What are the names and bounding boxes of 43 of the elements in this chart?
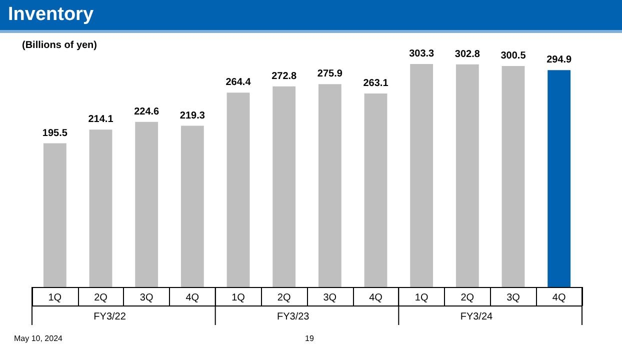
x-tick-label: 4Q — [369, 292, 383, 304]
text: FY3/24 — [460, 312, 494, 322]
data-label: 214.1 — [88, 114, 114, 126]
data-label: 303.3 — [409, 48, 435, 60]
bar — [226, 92, 250, 287]
data-label: 195.5 — [42, 128, 68, 139]
data-label: 219.3 — [180, 110, 206, 122]
x-tick-label: 3Q — [140, 292, 154, 304]
data-label: 264.4 — [226, 77, 252, 88]
x-tick-label: 3Q — [506, 292, 520, 304]
x-tick-label: 1Q — [48, 292, 62, 304]
bar — [502, 66, 525, 287]
bar — [272, 86, 296, 287]
x-tick-label: 2Q — [460, 292, 474, 304]
data-label: 300.5 — [500, 50, 526, 62]
text: FY3/23 — [277, 312, 310, 322]
text: May 10, 2024 — [14, 334, 62, 343]
data-label: 263.1 — [363, 78, 389, 90]
chart-title: Inventory — [8, 4, 94, 26]
x-tick-label: 1Q — [232, 292, 246, 304]
bar — [180, 126, 204, 287]
text: 19 — [305, 334, 314, 343]
data-label: 224.6 — [134, 106, 160, 118]
data-label: 294.9 — [546, 54, 572, 66]
text: FY3/22 — [94, 312, 126, 322]
bar — [364, 94, 388, 287]
bar — [318, 84, 342, 287]
x-tick-label: 3Q — [323, 292, 337, 304]
x-tick-label: 2Q — [277, 292, 291, 304]
data-label: 272.8 — [272, 70, 298, 82]
data-label: 302.8 — [454, 48, 480, 60]
x-tick-label: 2Q — [94, 292, 108, 304]
bar — [410, 64, 434, 287]
bar — [43, 143, 66, 287]
bar — [456, 64, 479, 287]
data-label: 275.9 — [317, 68, 343, 80]
x-tick-label: 4Q — [186, 292, 200, 304]
bar — [548, 70, 571, 287]
y-axis-title: (Billions of yen) — [22, 40, 97, 51]
bar — [89, 130, 112, 287]
x-tick-label: 1Q — [414, 292, 428, 304]
bar — [135, 122, 158, 287]
x-tick-label: 4Q — [552, 292, 566, 304]
